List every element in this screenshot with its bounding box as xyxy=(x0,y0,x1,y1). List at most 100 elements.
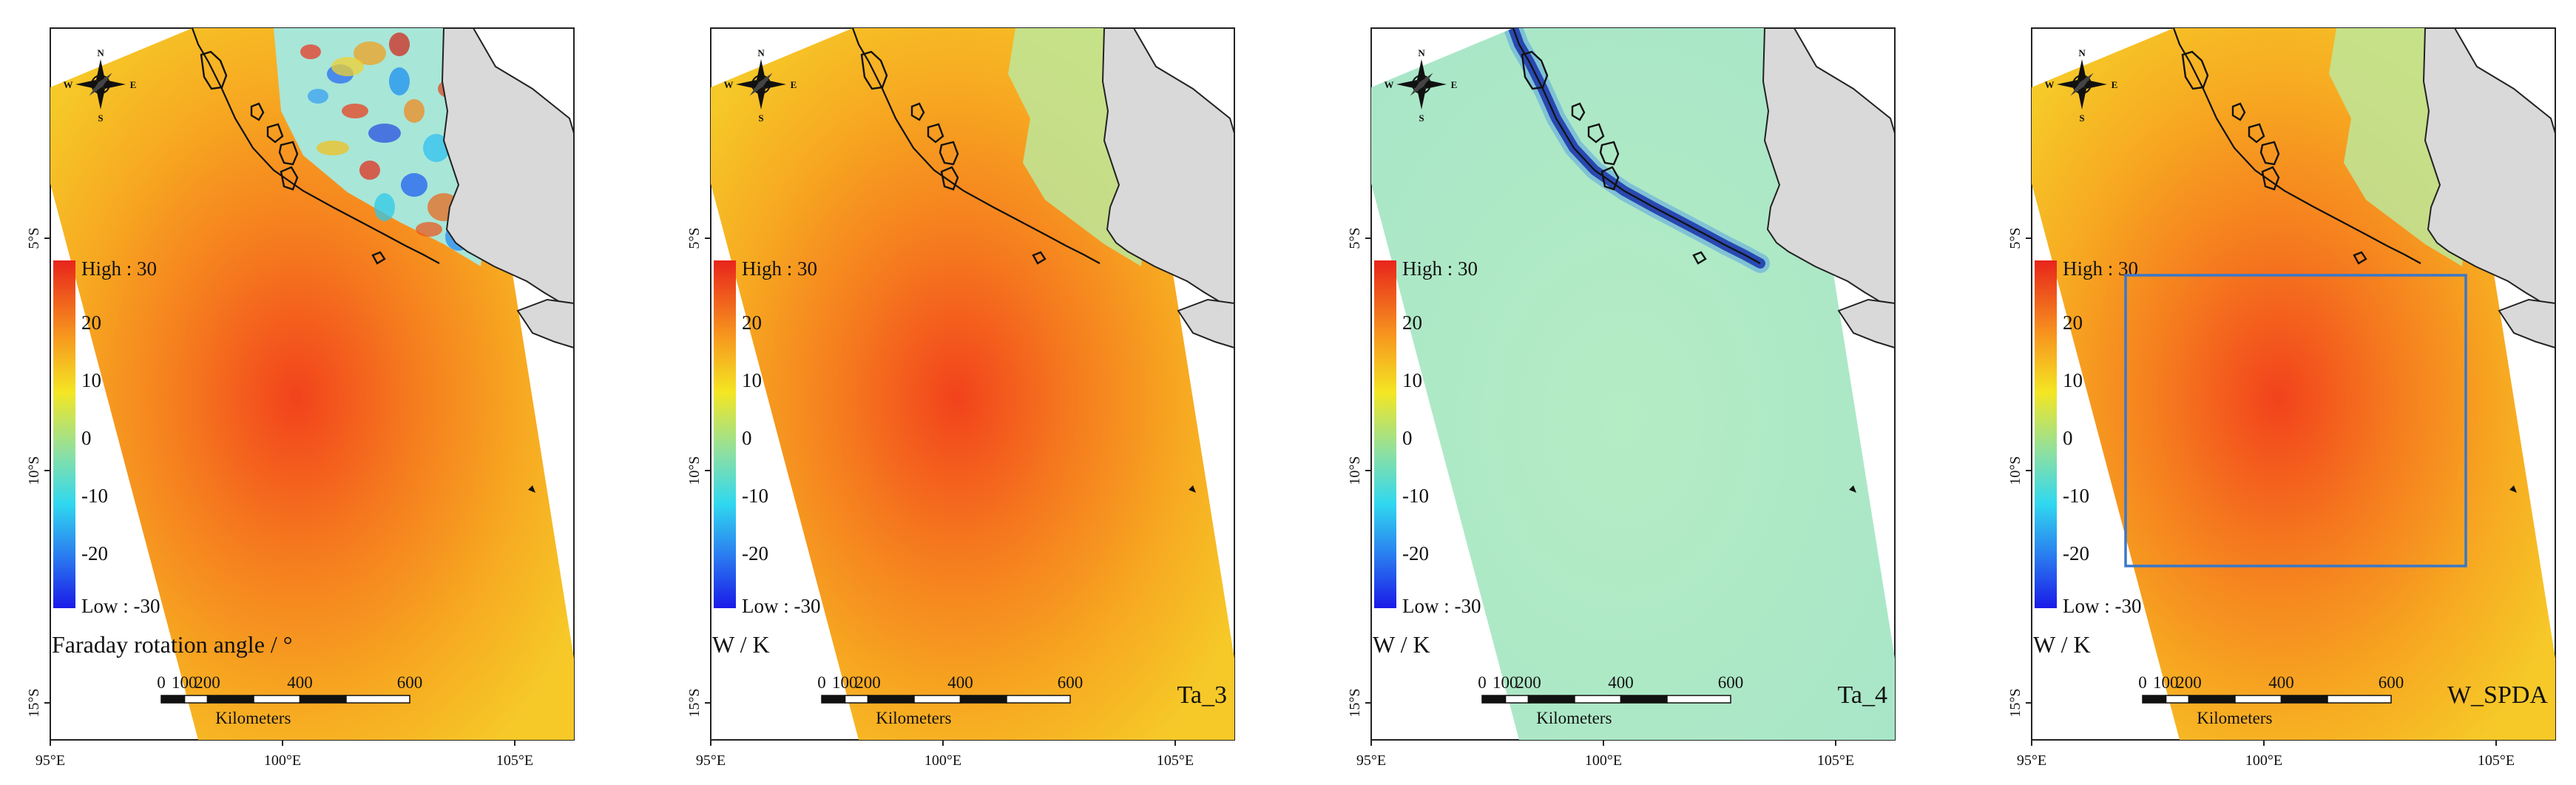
island-outline xyxy=(2231,102,2246,121)
raster-swath xyxy=(1371,28,1895,740)
scale-bar-segment xyxy=(1620,695,1668,704)
compass-e-label: E xyxy=(791,79,797,90)
land-java xyxy=(1177,298,1235,349)
compass-e-label: E xyxy=(2112,79,2118,90)
scale-bar-segment xyxy=(1006,695,1071,704)
legend-tick-label: -20 xyxy=(1402,542,1429,565)
scale-bar-segment xyxy=(913,695,961,704)
island-outline xyxy=(266,123,284,144)
legend-tick-label: -10 xyxy=(1402,485,1429,507)
panel-faraday: 95°E 100°E 105°E 5°S 10°S 15°S N S E W High : 30 20… xyxy=(0,0,658,785)
scale-bar-segment xyxy=(844,695,869,704)
y-tick-label: 5°S xyxy=(1347,227,1363,249)
legend-tick-label: 0 xyxy=(742,427,752,449)
compass-rose-icon: N S E W xyxy=(1385,47,1458,124)
panel-ta3: 95°E 100°E 105°E 5°S 10°S 15°S N S E W High : 30 20… xyxy=(660,0,1319,785)
compass-w-label: W xyxy=(64,79,73,90)
island-small xyxy=(2509,485,2517,493)
y-tick-label: 10°S xyxy=(1347,456,1363,485)
legend-tick-label: 20 xyxy=(81,311,101,334)
island-outline xyxy=(2261,166,2280,191)
legend-low-label: Low : -30 xyxy=(2063,595,2141,617)
color-ramp xyxy=(2035,260,2057,608)
island-outline xyxy=(371,251,386,265)
legend-tick-label: 10 xyxy=(2063,369,2083,391)
scale-tick-label: 0 xyxy=(817,673,826,692)
land-sumatra xyxy=(1762,27,1896,312)
unit-label: W / K xyxy=(2033,631,2091,658)
scale-tick-label: 400 xyxy=(947,673,973,692)
legend-tick-label: -20 xyxy=(2063,542,2089,565)
scale-bar-segment xyxy=(2280,695,2328,704)
coastline xyxy=(191,27,440,264)
compass-w-label: W xyxy=(2045,79,2055,90)
island-outline xyxy=(927,123,944,144)
y-tick-label: 10°S xyxy=(686,456,703,485)
scale-tick-label: 400 xyxy=(2268,673,2294,692)
x-tick-label: 100°E xyxy=(2245,752,2282,769)
compass-e-label: E xyxy=(130,79,137,90)
y-tick-label: 15°S xyxy=(26,688,42,717)
legend-tick-label: 20 xyxy=(742,311,762,334)
x-tick-label: 105°E xyxy=(2478,752,2515,769)
scale-bar-segment xyxy=(2234,695,2282,704)
scale-tick-label: 400 xyxy=(1608,673,1634,692)
scale-bar-segment xyxy=(867,695,915,704)
legend-tick-label: -10 xyxy=(742,485,768,507)
scale-tick-label: 600 xyxy=(397,673,423,692)
compass-rose-icon: N S E W xyxy=(724,47,797,124)
scale-tick-label: 400 xyxy=(287,673,313,692)
scale-bar-segment xyxy=(959,695,1007,704)
legend-high-label: High : 30 xyxy=(81,257,157,280)
scale-bar-segment xyxy=(183,695,209,704)
coastline xyxy=(1512,27,1761,264)
legend-tick-label: 10 xyxy=(81,369,101,391)
compass-n-label: N xyxy=(97,47,104,58)
compass-s-label: S xyxy=(1419,112,1424,124)
scale-tick-label: 100 xyxy=(1492,673,1518,692)
scale-bar-segment xyxy=(160,695,186,704)
scale-bar-segment xyxy=(253,695,301,704)
scale-tick-label: 600 xyxy=(2379,673,2404,692)
x-tick-label: 105°E xyxy=(1157,752,1194,769)
scale-tick-label: 100 xyxy=(2153,673,2179,692)
scale-tick-label: 100 xyxy=(172,673,197,692)
island-outline xyxy=(1032,251,1047,265)
island-outline xyxy=(1692,251,1707,265)
island-outline xyxy=(1521,50,1549,90)
compass-rose-icon: N S E W xyxy=(2045,47,2118,124)
legend-tick-label: 10 xyxy=(1402,369,1422,391)
scale-bar-segment xyxy=(2327,695,2392,704)
island-small xyxy=(1189,485,1196,493)
scale-bar-segment xyxy=(1574,695,1622,704)
panel-ta4: 95°E 100°E 105°E 5°S 10°S 15°S N S E W High : 30 20… xyxy=(1321,0,1979,785)
scale-bar-segment xyxy=(299,695,347,704)
compass-rose-icon: N S E W xyxy=(64,47,137,124)
scale-bar-segment xyxy=(821,695,846,704)
island-outline xyxy=(2353,251,2367,265)
coastline xyxy=(2172,27,2421,264)
map-panel-faraday: 95°E 100°E 105°E 5°S 10°S 15°S N S E W High : 30 20… xyxy=(26,27,575,769)
unit-label: W / K xyxy=(1373,631,1430,658)
scale-unit-label: Kilometers xyxy=(2197,709,2272,727)
y-tick-label: 10°S xyxy=(26,456,42,485)
land-java xyxy=(2498,298,2556,349)
scale-tick-label: 600 xyxy=(1058,673,1084,692)
scale-bar-segment xyxy=(1527,695,1575,704)
x-tick-label: 95°E xyxy=(1356,752,1386,769)
color-ramp xyxy=(1374,260,1396,608)
legend-tick-label: 10 xyxy=(742,369,762,391)
legend-high-label: High : 30 xyxy=(742,257,817,280)
y-tick-label: 15°S xyxy=(686,688,703,717)
legend-tick-label: -20 xyxy=(742,542,768,565)
compass-s-label: S xyxy=(2079,112,2084,124)
x-tick-label: 100°E xyxy=(1585,752,1622,769)
land-java xyxy=(1837,298,1896,349)
legend-tick-label: 20 xyxy=(2063,311,2083,334)
map-panel-ta4: 95°E 100°E 105°E 5°S 10°S 15°S N S E W High : 30 20… xyxy=(1347,27,1896,769)
land-sumatra xyxy=(441,27,575,312)
legend-low-label: Low : -30 xyxy=(742,595,820,617)
island-outline xyxy=(860,50,888,90)
scale-tick-label: 200 xyxy=(2176,673,2202,692)
